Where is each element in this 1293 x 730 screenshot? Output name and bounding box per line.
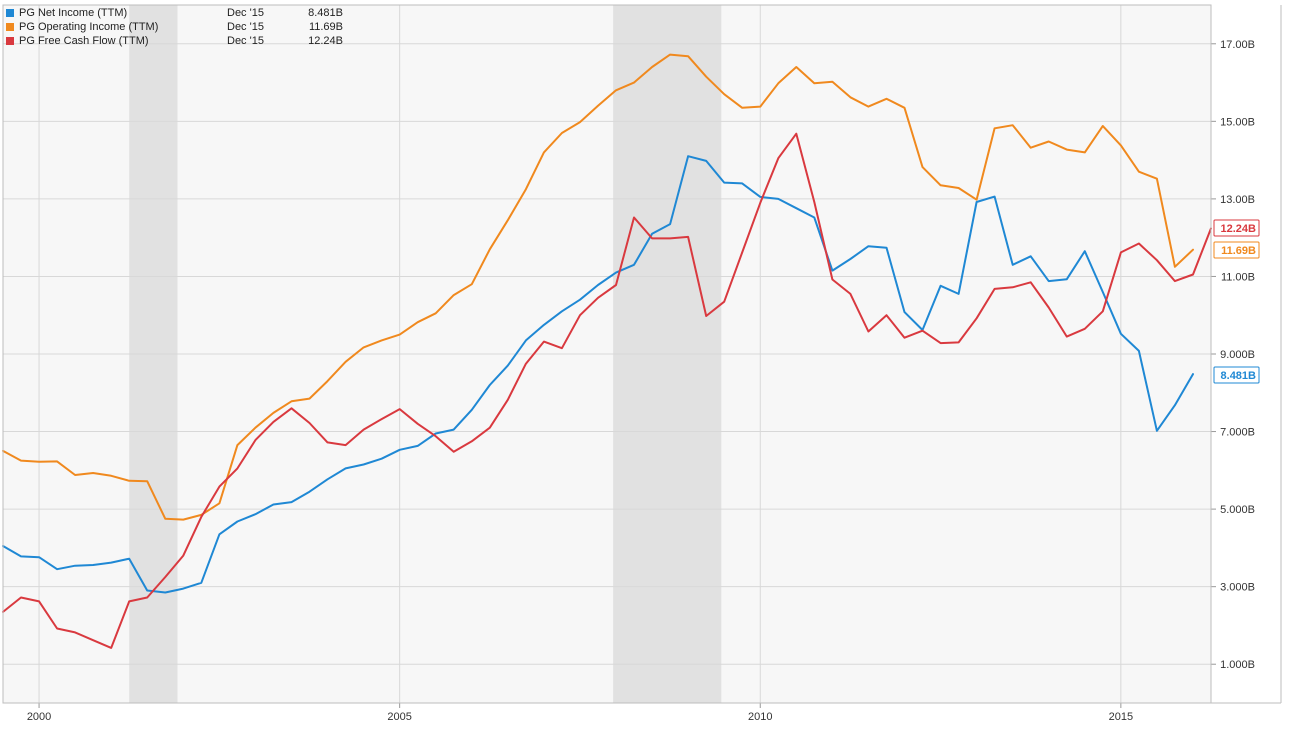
x-tick-label: 2015 — [1109, 711, 1133, 723]
y-tick-label: 17.00B — [1220, 39, 1255, 51]
net-income-line[interactable] — [2, 155, 1194, 594]
legend-date: Dec '15 — [227, 35, 264, 47]
operating-income-value-badge: 11.69B — [1213, 241, 1260, 259]
y-tick-label: 3.000B — [1220, 582, 1255, 594]
legend-series-name: PG Free Cash Flow (TTM) — [19, 35, 149, 47]
legend-value: 12.24B — [308, 35, 343, 47]
badge-text: 8.481B — [1221, 370, 1257, 382]
x-tick-label: 2005 — [387, 711, 411, 723]
operating-income-swatch — [6, 23, 14, 31]
x-tick-label: 2000 — [27, 711, 51, 723]
plot-border — [2, 4, 1212, 704]
operating-income-line[interactable] — [2, 53, 1194, 521]
y-tick-label: 11.00B — [1221, 271, 1255, 283]
net-income-value-badge: 8.481B — [1213, 366, 1260, 384]
free-cash-flow-value-badge: 12.24B — [1213, 219, 1260, 237]
legend-series-name: PG Net Income (TTM) — [19, 7, 128, 19]
value-badges: 8.481B 12.24B 11.69B — [1213, 219, 1260, 384]
y-tick-label: 7.000B — [1220, 427, 1255, 439]
badge-text: 12.24B — [1221, 223, 1257, 235]
legend-row-net-income[interactable]: PG Net Income (TTM) Dec '15 8.481B — [6, 6, 343, 20]
legend-date: Dec '15 — [227, 21, 264, 33]
y-tick-label: 13.00B — [1220, 194, 1255, 206]
legend-series-name: PG Operating Income (TTM) — [19, 21, 159, 33]
legend-value: 8.481B — [308, 7, 343, 19]
free-cash-flow-line[interactable] — [2, 132, 1212, 649]
y-tick-label: 5.000B — [1220, 504, 1255, 516]
series-lines — [2, 53, 1212, 649]
y-tick-label: 9.000B — [1220, 349, 1255, 361]
legend-date: Dec '15 — [227, 7, 264, 19]
legend-value: 11.69B — [308, 21, 343, 33]
grid-lines — [3, 5, 1211, 703]
legend-row-operating-income[interactable]: PG Operating Income (TTM) Dec '15 11.69B — [6, 20, 343, 34]
axes: 1.000B 3.000B 5.000B 7.000B 9.000B 11.00B 13.0… — [2, 4, 1282, 723]
net-income-swatch — [6, 9, 14, 17]
legend: PG Net Income (TTM) Dec '15 8.481B PG Op… — [6, 6, 343, 48]
badge-text: 11.69B — [1221, 245, 1256, 257]
y-tick-label: 1.000B — [1220, 659, 1255, 671]
legend-row-free-cash-flow[interactable]: PG Free Cash Flow (TTM) Dec '15 12.24B — [6, 34, 343, 48]
y-tick-label: 15.00B — [1220, 116, 1255, 128]
free-cash-flow-swatch — [6, 37, 14, 45]
x-tick-label: 2010 — [748, 711, 772, 723]
